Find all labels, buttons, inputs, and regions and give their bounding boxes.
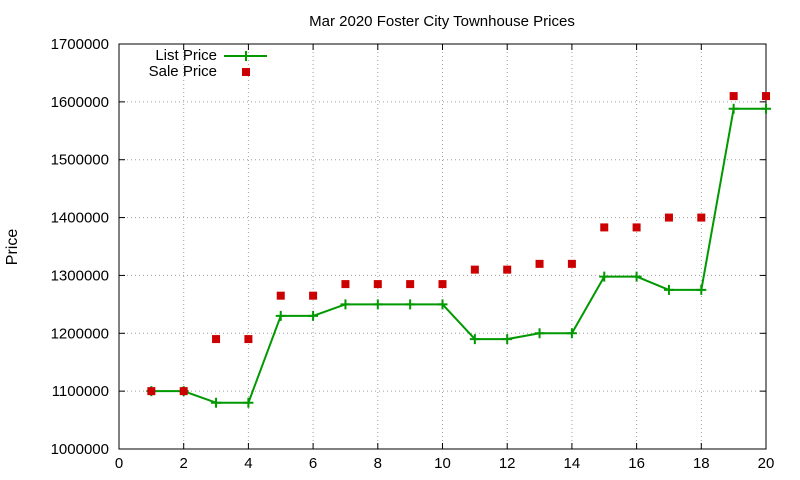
x-tick-label: 20 <box>758 455 775 472</box>
data-point-sale-price <box>535 259 544 268</box>
x-tick-label: 16 <box>628 455 645 472</box>
data-point-list-price <box>761 103 771 114</box>
data-point-sale-price <box>179 387 188 396</box>
data-point-sale-price <box>664 213 673 222</box>
data-point-sale-price <box>373 280 382 289</box>
data-point-list-price <box>437 299 448 310</box>
y-tick-label: 1700000 <box>51 36 109 53</box>
data-point-list-price <box>599 271 610 282</box>
legend-marker-sale-price <box>242 68 250 76</box>
x-tick-label: 10 <box>434 455 451 472</box>
data-point-sale-price <box>276 291 285 300</box>
data-point-sale-price <box>729 92 738 101</box>
x-tick-label: 14 <box>564 455 581 472</box>
data-point-list-price <box>275 310 286 321</box>
x-tick-labels: 0 2 4 6 8 10 12 14 16 18 20 <box>115 455 775 472</box>
data-point-sale-price <box>600 223 609 232</box>
data-point-list-price <box>243 397 254 408</box>
grid-lines <box>119 44 766 449</box>
x-tick-label: 8 <box>374 455 382 472</box>
axis-ticks <box>118 43 767 450</box>
data-point-sale-price <box>309 291 318 300</box>
data-point-sale-price <box>762 92 770 101</box>
legend-label-list-price: List Price <box>155 47 217 64</box>
data-point-list-price <box>308 310 319 321</box>
data-point-list-price <box>340 299 351 310</box>
x-tick-label: 2 <box>180 455 188 472</box>
y-tick-label: 1500000 <box>51 152 109 169</box>
data-point-list-price <box>696 284 707 295</box>
series-line-list-price <box>151 107 766 404</box>
data-point-list-price <box>211 397 222 408</box>
y-tick-label: 1300000 <box>51 267 109 284</box>
data-point-sale-price <box>244 335 253 344</box>
y-tick-label: 1600000 <box>51 94 109 111</box>
data-point-sale-price <box>147 387 156 396</box>
y-tick-label: 1200000 <box>51 325 109 342</box>
data-point-list-price <box>566 328 577 339</box>
data-point-list-price <box>534 328 545 339</box>
legend-label-sale-price: Sale Price <box>149 63 217 80</box>
x-tick-label: 6 <box>309 455 317 472</box>
data-point-list-price <box>372 299 383 310</box>
data-point-sale-price <box>438 280 447 289</box>
chart-title: Mar 2020 Foster City Townhouse Prices <box>309 13 575 30</box>
data-point-list-price <box>631 271 642 282</box>
data-point-sale-price <box>341 280 350 289</box>
x-tick-label: 18 <box>693 455 710 472</box>
data-point-sale-price <box>632 223 641 232</box>
legend-marker-list-price <box>241 51 251 61</box>
x-tick-label: 4 <box>244 455 252 472</box>
data-point-sale-price <box>697 213 706 222</box>
y-tick-label: 1100000 <box>52 383 109 400</box>
y-tick-label: 1000000 <box>51 441 109 458</box>
series-sale-price <box>147 92 770 396</box>
data-point-list-price <box>502 334 513 345</box>
data-point-sale-price <box>567 259 576 268</box>
data-point-sale-price <box>503 265 512 274</box>
x-tick-label: 12 <box>499 455 516 472</box>
y-tick-label: 1400000 <box>51 210 109 227</box>
data-point-list-price <box>469 334 480 345</box>
data-point-sale-price <box>212 335 221 344</box>
data-point-list-price <box>663 284 674 295</box>
data-point-list-price <box>728 103 739 114</box>
legend: List Price Sale Price <box>149 47 267 80</box>
series <box>146 92 771 408</box>
y-axis-label: Price <box>4 229 21 266</box>
data-point-list-price <box>405 299 416 310</box>
y-tick-labels: 1000000 1100000 1200000 1300000 1400000 15000… <box>51 36 109 458</box>
series-list-price <box>146 103 771 408</box>
data-point-sale-price <box>406 280 415 289</box>
data-point-sale-price <box>470 265 479 274</box>
x-tick-label: 0 <box>115 455 123 472</box>
